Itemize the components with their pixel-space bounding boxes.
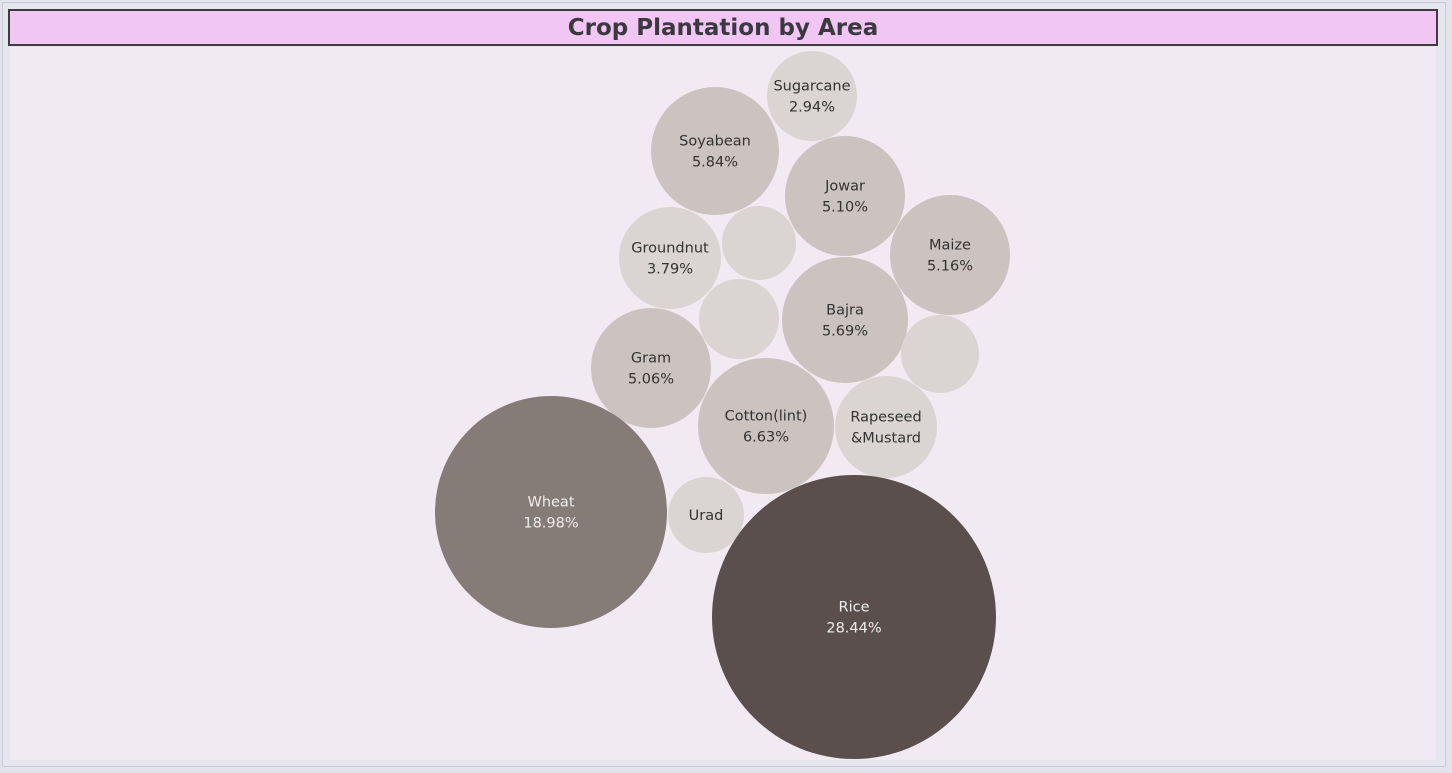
- bubble-circle[interactable]: [890, 195, 1010, 315]
- bubble-circle[interactable]: [668, 477, 744, 553]
- bubble-value-label: 28.44%: [826, 621, 881, 637]
- bubble-category-label: Rice: [839, 600, 870, 616]
- bubble-sugarcane[interactable]: Sugarcane 2.94%: [767, 51, 857, 141]
- bubble-value-label: 5.06%: [628, 372, 674, 388]
- bubble-circle[interactable]: [435, 396, 667, 628]
- bubble-circle[interactable]: [699, 279, 779, 359]
- bubble-value-label: 3.79%: [647, 262, 693, 278]
- bubble-category-label: Jowar: [824, 179, 865, 195]
- bubble-chart: Sugarcane 2.94% Soyabean 5.84% Jowar 5.10% Mai…: [435, 51, 1010, 759]
- bubble-circle[interactable]: [698, 358, 834, 494]
- chart-title: Crop Plantation by Area: [8, 9, 1438, 46]
- bubble-wheat[interactable]: Wheat 18.98%: [435, 396, 667, 628]
- bubble-circle[interactable]: [712, 475, 996, 759]
- bubble-value-label: 2.94%: [789, 100, 835, 116]
- bubble-value-label: 18.98%: [523, 516, 578, 532]
- bubble-circle[interactable]: [651, 87, 779, 215]
- bubble-category-label: Bajra: [826, 303, 864, 319]
- bubble-value-label: 5.84%: [692, 155, 738, 171]
- bubble-groundnut[interactable]: Groundnut 3.79%: [619, 207, 721, 309]
- bubble-gram[interactable]: Gram 5.06%: [591, 308, 711, 428]
- bubble-circle[interactable]: [619, 207, 721, 309]
- bubble-value-label: 5.16%: [927, 259, 973, 275]
- bubble-category-label: Maize: [929, 238, 971, 254]
- bubble-urad[interactable]: Urad: [668, 477, 744, 553]
- bubble-category-label: Sugarcane: [773, 79, 850, 95]
- bubble-cotton-lint[interactable]: Cotton(lint) 6.63%: [698, 358, 834, 494]
- bubble-circle[interactable]: [591, 308, 711, 428]
- bubble-circle[interactable]: [782, 257, 908, 383]
- bubble-circle[interactable]: [722, 206, 796, 280]
- bubble-category-label: Urad: [689, 508, 724, 524]
- bubble-circle[interactable]: [835, 376, 937, 478]
- bubble-rice[interactable]: Rice 28.44%: [712, 475, 996, 759]
- bubble-category-label: Cotton(lint): [725, 409, 808, 425]
- bubble-bajra[interactable]: Bajra 5.69%: [782, 257, 908, 383]
- bubble-rapeseed-mustard[interactable]: Rapeseed&Mustard: [835, 376, 937, 478]
- bubble-value-label: 6.63%: [743, 430, 789, 446]
- bubble-unlabeled-6[interactable]: [699, 279, 779, 359]
- bubble-category-label: Groundnut: [631, 241, 709, 257]
- bubble-chart-area: Sugarcane 2.94% Soyabean 5.84% Jowar 5.10% Mai…: [10, 47, 1436, 760]
- bubble-circle[interactable]: [785, 136, 905, 256]
- bubble-category-label: Wheat: [527, 495, 574, 511]
- bubble-category-label: Soyabean: [679, 134, 751, 150]
- bubble-category-label: Rapeseed: [850, 410, 921, 426]
- bubble-category-label: Gram: [631, 351, 671, 367]
- bubble-unlabeled-5[interactable]: [722, 206, 796, 280]
- bubble-soyabean[interactable]: Soyabean 5.84%: [651, 87, 779, 215]
- bubble-circle[interactable]: [767, 51, 857, 141]
- bubble-value-label: 5.69%: [822, 324, 868, 340]
- bubble-category-label: &Mustard: [851, 431, 921, 447]
- bubble-circle[interactable]: [901, 315, 979, 393]
- bubble-maize[interactable]: Maize 5.16%: [890, 195, 1010, 315]
- bubble-value-label: 5.10%: [822, 200, 868, 216]
- bubble-unlabeled-8[interactable]: [901, 315, 979, 393]
- bubble-jowar[interactable]: Jowar 5.10%: [785, 136, 905, 256]
